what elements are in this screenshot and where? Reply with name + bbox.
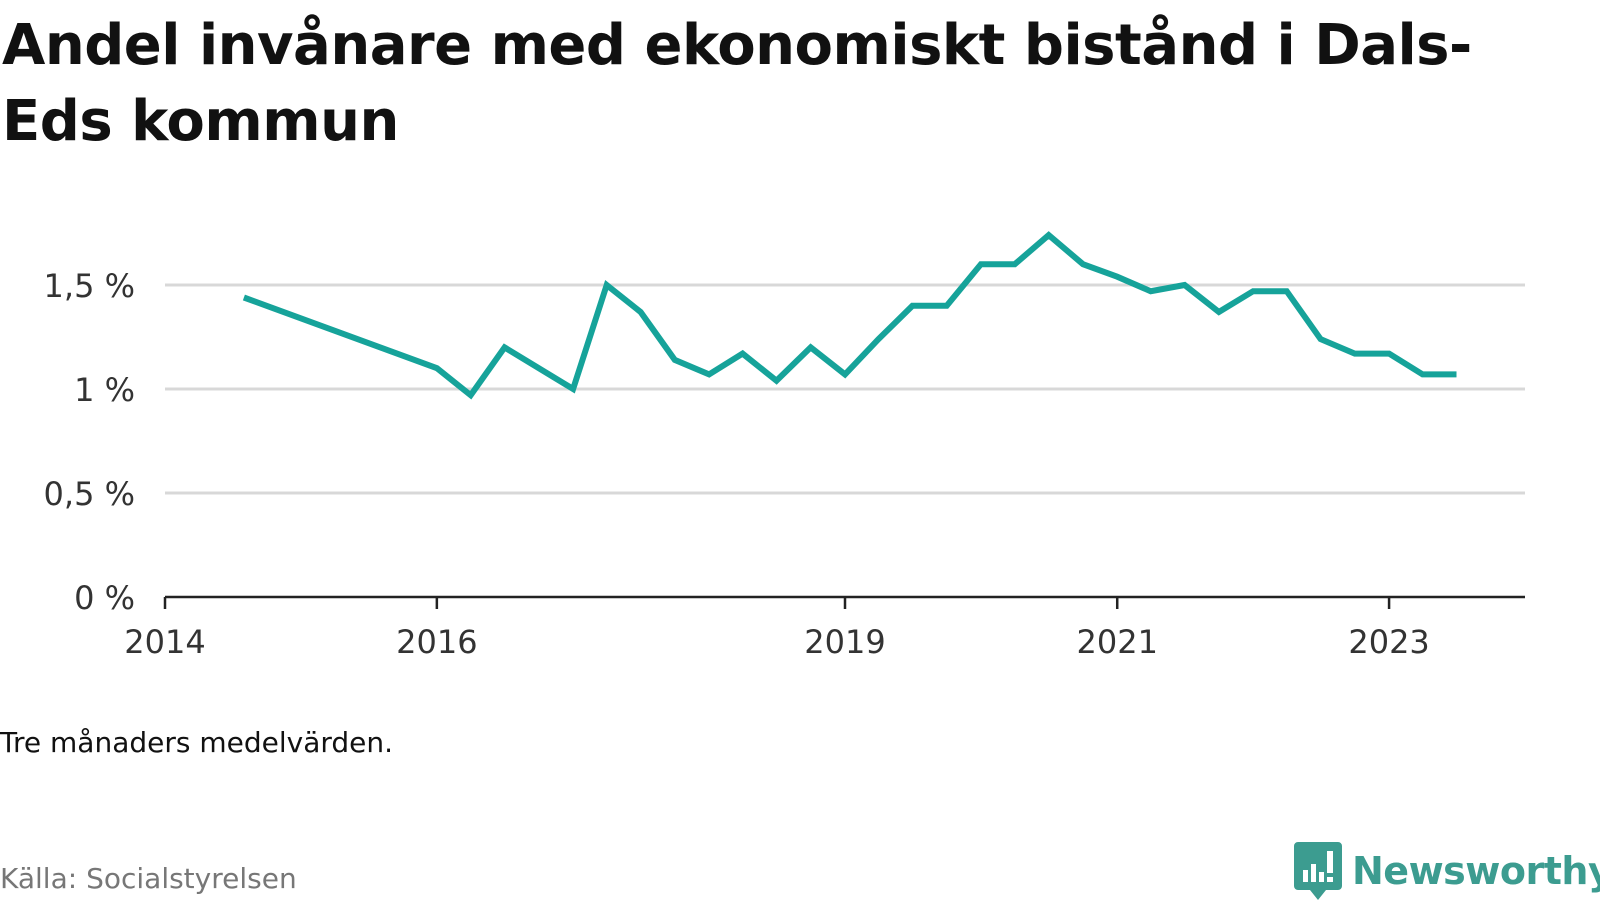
- bar-chart-speech-bubble-icon: [1294, 842, 1342, 900]
- y-axis-labels: 0 % 0,5 % 1 % 1,5 %: [44, 267, 135, 617]
- y-tick-label: 0,5 %: [44, 475, 135, 513]
- brand-name: Newsworthy: [1352, 849, 1600, 893]
- line-chart: 0 % 0,5 % 1 % 1,5 % 2014 2016 2019 2021 2023: [44, 231, 1525, 661]
- y-tick-label: 1,5 %: [44, 267, 135, 305]
- series-line: [242, 231, 1457, 400]
- x-tick-label: 2023: [1348, 623, 1429, 661]
- x-axis: 2014 2016 2019 2021 2023: [124, 595, 1525, 661]
- x-tick-label: 2014: [124, 623, 205, 661]
- y-tick-label: 0 %: [74, 579, 135, 617]
- x-tick-label: 2021: [1077, 623, 1158, 661]
- chart-title: Andel invånare med ekonomiskt bistånd i …: [2, 13, 1472, 154]
- x-tick-label: 2019: [804, 623, 885, 661]
- y-tick-label: 1 %: [74, 371, 135, 409]
- brand-logo: Newsworthy: [1294, 842, 1600, 900]
- chart-note: Tre månaders medelvärden.: [0, 726, 394, 759]
- grid-lines: [165, 283, 1525, 495]
- x-tick-label: 2016: [396, 623, 477, 661]
- data-series: [242, 231, 1457, 400]
- source-credit: Källa: Socialstyrelsen: [0, 862, 297, 895]
